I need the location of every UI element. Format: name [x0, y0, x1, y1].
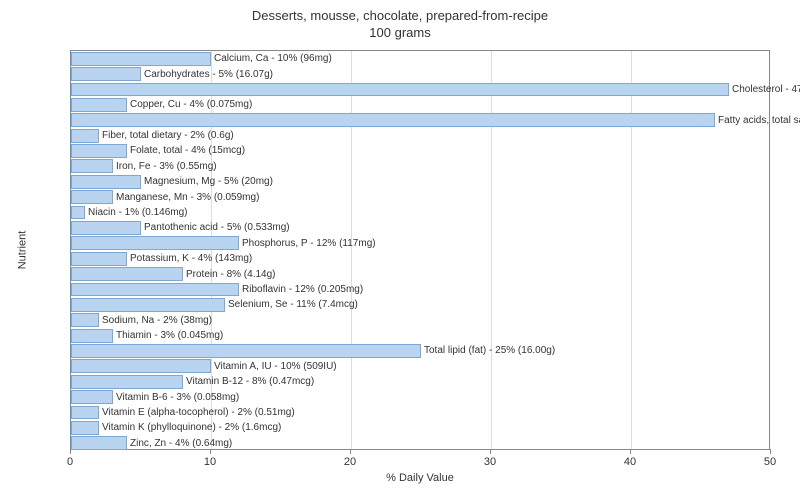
- bar-row: Thiamin - 3% (0.045mg): [71, 329, 771, 343]
- x-tick-label: 30: [484, 456, 496, 468]
- bar: [71, 221, 141, 235]
- x-tick-mark: [490, 449, 491, 454]
- bar-row: Carbohydrates - 5% (16.07g): [71, 67, 771, 81]
- bar-label: Vitamin B-6 - 3% (0.058mg): [113, 390, 239, 404]
- bar-row: Total lipid (fat) - 25% (16.00g): [71, 344, 771, 358]
- bar: [71, 283, 239, 297]
- bar: [71, 313, 99, 327]
- bar: [71, 190, 113, 204]
- bar-row: Magnesium, Mg - 5% (20mg): [71, 175, 771, 189]
- bar-label: Folate, total - 4% (15mcg): [127, 144, 245, 158]
- bar: [71, 436, 127, 450]
- x-tick-label: 20: [344, 456, 356, 468]
- bar: [71, 129, 99, 143]
- bar-row: Fatty acids, total saturated - 46% (9.15…: [71, 113, 771, 127]
- bar: [71, 67, 141, 81]
- bar-label: Vitamin B-12 - 8% (0.47mcg): [183, 375, 314, 389]
- bar-label: Total lipid (fat) - 25% (16.00g): [421, 344, 555, 358]
- bar-label: Cholesterol - 47% (140mg): [729, 83, 800, 97]
- bar: [71, 359, 211, 373]
- bar: [71, 159, 113, 173]
- bar-row: Iron, Fe - 3% (0.55mg): [71, 159, 771, 173]
- bar-row: Phosphorus, P - 12% (117mg): [71, 236, 771, 250]
- bar: [71, 252, 127, 266]
- bar-row: Niacin - 1% (0.146mg): [71, 206, 771, 220]
- bar-label: Niacin - 1% (0.146mg): [85, 206, 187, 220]
- x-tick-mark: [770, 449, 771, 454]
- bar-label: Vitamin E (alpha-tocopherol) - 2% (0.51m…: [99, 406, 295, 420]
- bar: [71, 52, 211, 66]
- bar-label: Zinc, Zn - 4% (0.64mg): [127, 436, 232, 450]
- bar-label: Calcium, Ca - 10% (96mg): [211, 52, 332, 66]
- x-axis: 01020304050: [70, 450, 770, 470]
- bar-row: Copper, Cu - 4% (0.075mg): [71, 98, 771, 112]
- bar: [71, 406, 99, 420]
- chart-title-line2: 100 grams: [0, 25, 800, 42]
- bar-label: Protein - 8% (4.14g): [183, 267, 276, 281]
- bar-row: Protein - 8% (4.14g): [71, 267, 771, 281]
- x-tick-label: 0: [67, 456, 73, 468]
- bar-label: Vitamin A, IU - 10% (509IU): [211, 359, 337, 373]
- bar-row: Folate, total - 4% (15mcg): [71, 144, 771, 158]
- bar-row: Sodium, Na - 2% (38mg): [71, 313, 771, 327]
- bar-label: Potassium, K - 4% (143mg): [127, 252, 252, 266]
- bar-label: Iron, Fe - 3% (0.55mg): [113, 159, 217, 173]
- y-axis-label: Nutrient: [12, 50, 32, 450]
- bar: [71, 329, 113, 343]
- bar-row: Potassium, K - 4% (143mg): [71, 252, 771, 266]
- bar: [71, 421, 99, 435]
- bar-label: Sodium, Na - 2% (38mg): [99, 313, 212, 327]
- x-tick-mark: [70, 449, 71, 454]
- bar: [71, 206, 85, 220]
- bar-row: Vitamin B-12 - 8% (0.47mcg): [71, 375, 771, 389]
- bar: [71, 375, 183, 389]
- bar-row: Cholesterol - 47% (140mg): [71, 83, 771, 97]
- bar: [71, 83, 729, 97]
- bar: [71, 298, 225, 312]
- chart-title: Desserts, mousse, chocolate, prepared-fr…: [0, 8, 800, 42]
- x-tick-label: 50: [764, 456, 776, 468]
- bar: [71, 175, 141, 189]
- bar: [71, 144, 127, 158]
- bar-row: Vitamin A, IU - 10% (509IU): [71, 359, 771, 373]
- bar-label: Riboflavin - 12% (0.205mg): [239, 283, 363, 297]
- bar-label: Copper, Cu - 4% (0.075mg): [127, 98, 252, 112]
- bar-row: Vitamin K (phylloquinone) - 2% (1.6mcg): [71, 421, 771, 435]
- bar-row: Manganese, Mn - 3% (0.059mg): [71, 190, 771, 204]
- bar: [71, 98, 127, 112]
- bar-row: Riboflavin - 12% (0.205mg): [71, 283, 771, 297]
- bar-label: Magnesium, Mg - 5% (20mg): [141, 175, 273, 189]
- chart-title-line1: Desserts, mousse, chocolate, prepared-fr…: [0, 8, 800, 25]
- bar-label: Vitamin K (phylloquinone) - 2% (1.6mcg): [99, 421, 281, 435]
- bar-row: Fiber, total dietary - 2% (0.6g): [71, 129, 771, 143]
- plot-area: Calcium, Ca - 10% (96mg)Carbohydrates - …: [70, 50, 770, 450]
- bar-label: Carbohydrates - 5% (16.07g): [141, 67, 273, 81]
- bar-row: Pantothenic acid - 5% (0.533mg): [71, 221, 771, 235]
- bar-row: Calcium, Ca - 10% (96mg): [71, 52, 771, 66]
- bar-label: Manganese, Mn - 3% (0.059mg): [113, 190, 259, 204]
- x-tick-mark: [630, 449, 631, 454]
- nutrient-chart: Desserts, mousse, chocolate, prepared-fr…: [0, 0, 800, 500]
- bar-label: Selenium, Se - 11% (7.4mcg): [225, 298, 358, 312]
- bar-row: Zinc, Zn - 4% (0.64mg): [71, 436, 771, 450]
- bar-label: Thiamin - 3% (0.045mg): [113, 329, 223, 343]
- bar: [71, 390, 113, 404]
- x-tick-label: 40: [624, 456, 636, 468]
- bar-label: Pantothenic acid - 5% (0.533mg): [141, 221, 290, 235]
- x-tick-mark: [210, 449, 211, 454]
- bar: [71, 236, 239, 250]
- bar-label: Fatty acids, total saturated - 46% (9.15…: [715, 113, 800, 127]
- x-tick-mark: [350, 449, 351, 454]
- bar-row: Selenium, Se - 11% (7.4mcg): [71, 298, 771, 312]
- bar-label: Fiber, total dietary - 2% (0.6g): [99, 129, 234, 143]
- x-tick-label: 10: [204, 456, 216, 468]
- bar-label: Phosphorus, P - 12% (117mg): [239, 236, 376, 250]
- bar: [71, 344, 421, 358]
- bar-row: Vitamin E (alpha-tocopherol) - 2% (0.51m…: [71, 406, 771, 420]
- bar-row: Vitamin B-6 - 3% (0.058mg): [71, 390, 771, 404]
- bar: [71, 113, 715, 127]
- bar: [71, 267, 183, 281]
- x-axis-label: % Daily Value: [70, 472, 770, 484]
